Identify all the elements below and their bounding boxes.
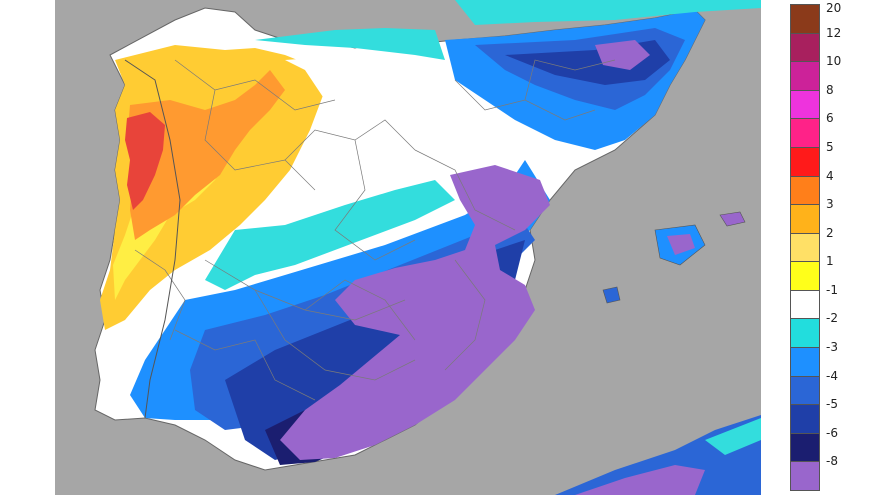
- legend-swatch: [790, 432, 820, 463]
- north-africa-cold-core: [575, 465, 705, 495]
- legend-tick-label: 8: [826, 82, 834, 97]
- legend-tick-label: 10: [826, 54, 842, 69]
- temperature-legend: 20 12 10 8 6 5 4 3 2 1 -1 -2 -3 -4 -5 -6 -8: [790, 1, 880, 491]
- legend-swatch: [790, 318, 820, 349]
- coldest-zone: [280, 165, 550, 460]
- legend-swatch: [790, 404, 820, 434]
- mallorca-core: [667, 234, 695, 255]
- cold-light-zone: [205, 28, 455, 290]
- legend-tick-label: 6: [826, 111, 834, 126]
- legend-tick-label: 12: [826, 25, 842, 40]
- legend-swatch: [790, 32, 820, 63]
- temperature-map: [55, 0, 761, 495]
- legend-swatch: [790, 461, 820, 491]
- legend-swatch: [790, 146, 820, 177]
- legend-swatch: [790, 347, 820, 377]
- very-cold-zone: [225, 40, 670, 460]
- legend-tick-label: 2: [826, 225, 834, 240]
- warm-orange-zone: [127, 70, 285, 240]
- legend-swatch: [790, 261, 820, 291]
- legend-tick-label: -6: [826, 425, 838, 440]
- map-canvas: [55, 0, 761, 495]
- menorca-island: [719, 211, 746, 227]
- legend-tick-label: -1: [826, 282, 838, 297]
- north-africa-light-edge: [705, 418, 761, 455]
- north-africa-landmass: [555, 415, 761, 495]
- legend-tick-label: -8: [826, 454, 838, 469]
- legend-swatch: [790, 204, 820, 234]
- near-zero-zone: [250, 55, 485, 235]
- legend-tick-label: -2: [826, 311, 838, 326]
- very-warm-zone: [125, 112, 165, 210]
- legend-tick-label: 3: [826, 197, 834, 212]
- legend-swatch: [790, 289, 820, 320]
- legend-tick-label: 5: [826, 139, 834, 154]
- legend-swatch: [790, 375, 820, 406]
- legend-tick-label: -4: [826, 368, 838, 383]
- legend-tick-label: 1: [826, 254, 834, 269]
- colder-zone: [190, 28, 685, 430]
- legend-swatch: [790, 175, 820, 206]
- legend-swatch: [790, 89, 820, 120]
- legend-tick-label: 20: [826, 1, 842, 15]
- legend-swatch: [790, 61, 820, 91]
- legend-tick-label: -3: [826, 340, 838, 355]
- legend-tick-label: 4: [826, 168, 834, 183]
- legend-swatch: [790, 118, 820, 148]
- legend-tick-label: -5: [826, 397, 838, 412]
- ibiza-island: [602, 286, 621, 304]
- spain-portugal-border: [124, 59, 181, 419]
- france-strip: [455, 0, 761, 25]
- province-borders: [134, 59, 616, 401]
- legend-swatch: [790, 232, 820, 263]
- coldest-northeast-patch: [595, 40, 650, 70]
- legend-swatch: [790, 4, 820, 34]
